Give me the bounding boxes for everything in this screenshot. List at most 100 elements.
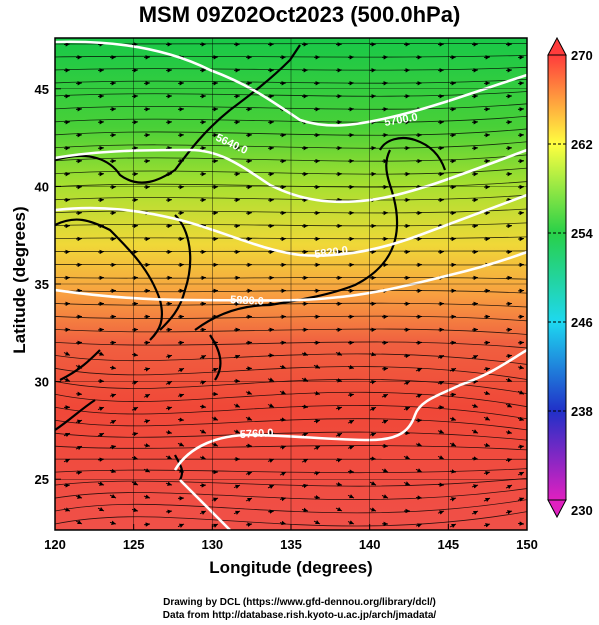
- stream-arrow: [97, 249, 105, 255]
- stream-arrow: [97, 145, 105, 151]
- stream-arrow: [97, 68, 105, 73]
- stream-arrow: [199, 249, 207, 255]
- stream-arrow: [199, 455, 207, 460]
- stream-arrow: [165, 354, 173, 359]
- stream-arrow: [75, 419, 83, 424]
- y-tick-label: 35: [35, 277, 49, 292]
- stream-arrow: [131, 42, 139, 47]
- stream-arrow: [131, 507, 139, 513]
- stream-arrow: [109, 262, 117, 268]
- stream-arrow: [143, 158, 151, 164]
- stream-arrow: [245, 416, 253, 421]
- colorbar-tick-label: 230: [571, 503, 593, 518]
- stream-arrow: [483, 210, 491, 216]
- stream-arrow: [279, 158, 287, 164]
- stream-arrow: [505, 510, 513, 515]
- stream-arrow: [165, 301, 173, 307]
- stream-arrow: [347, 364, 355, 370]
- stream-arrow: [335, 145, 343, 151]
- streamline: [55, 366, 527, 380]
- colorbar-tick-label: 262: [571, 137, 593, 152]
- stream-arrow: [177, 442, 185, 447]
- stream-arrow: [109, 468, 117, 474]
- stream-arrow: [313, 236, 321, 242]
- stream-arrow: [517, 288, 525, 294]
- stream-arrow: [177, 81, 185, 86]
- stream-arrow: [517, 81, 525, 86]
- stream-arrow: [267, 42, 275, 47]
- stream-arrow: [347, 184, 355, 190]
- stream-arrow: [199, 145, 207, 151]
- x-tick-label: 125: [123, 537, 145, 552]
- colorbar-bottom-arrow: [547, 499, 567, 519]
- stream-arrow: [279, 390, 287, 395]
- stream-arrow: [75, 132, 83, 138]
- stream-arrow: [63, 197, 71, 203]
- stream-arrow: [211, 416, 219, 421]
- stream-arrow: [63, 119, 71, 125]
- stream-arrow: [313, 520, 321, 525]
- stream-arrow: [279, 55, 287, 60]
- stream-arrow: [301, 327, 309, 333]
- stream-arrow: [131, 327, 139, 333]
- contour-lines: [55, 40, 527, 530]
- stream-arrow: [267, 145, 275, 151]
- stream-arrow: [381, 314, 389, 320]
- stream-arrow: [335, 351, 343, 356]
- stream-arrow: [165, 197, 173, 203]
- stream-arrow: [505, 353, 513, 359]
- stream-arrow: [483, 81, 491, 86]
- streamline: [55, 391, 527, 408]
- stream-arrow: [403, 301, 411, 307]
- streamline: [55, 445, 527, 451]
- stream-arrow: [449, 184, 457, 190]
- stream-arrow: [233, 327, 241, 333]
- stream-arrow: [483, 132, 491, 138]
- stream-arrow: [301, 171, 309, 177]
- stream-arrow: [109, 236, 117, 242]
- stream-arrow: [279, 445, 287, 450]
- stream-arrow: [199, 275, 207, 281]
- stream-arrow: [165, 119, 173, 125]
- stream-arrow: [267, 223, 275, 229]
- stream-arrow: [403, 94, 411, 99]
- stream-arrow: [483, 442, 491, 448]
- stream-arrow: [369, 223, 377, 229]
- stream-arrow: [449, 81, 457, 86]
- stream-arrow: [369, 327, 377, 333]
- stream-arrow: [211, 184, 219, 190]
- stream-arrow: [517, 184, 525, 190]
- y-tick-label: 30: [35, 375, 49, 390]
- stream-arrow: [143, 81, 151, 86]
- stream-arrow: [63, 507, 71, 512]
- stream-arrow: [267, 197, 275, 203]
- stream-arrow: [233, 429, 241, 434]
- stream-arrow: [109, 444, 117, 450]
- stream-arrow: [471, 68, 479, 73]
- stream-arrow: [109, 184, 117, 190]
- stream-arrow: [415, 236, 423, 242]
- stream-arrow: [233, 484, 241, 489]
- stream-arrow: [131, 301, 139, 307]
- stream-arrow: [75, 236, 83, 242]
- colorbar-tick-label: 254: [571, 226, 593, 241]
- stream-arrow: [199, 171, 207, 177]
- stream-arrow: [415, 393, 423, 399]
- stream-arrow: [403, 275, 411, 281]
- stream-arrow: [279, 520, 287, 526]
- stream-arrow: [471, 223, 479, 229]
- stream-arrow: [199, 354, 207, 360]
- stream-arrow: [233, 171, 241, 177]
- stream-arrow: [449, 367, 457, 373]
- stream-arrow: [109, 494, 117, 499]
- stream-arrow: [75, 494, 83, 499]
- stream-arrow: [517, 340, 525, 345]
- stream-arrow: [75, 158, 83, 164]
- stream-arrow: [143, 288, 151, 294]
- stream-arrow: [75, 288, 83, 294]
- stream-arrow: [517, 210, 525, 216]
- stream-arrow: [335, 171, 343, 177]
- stream-arrow: [267, 377, 275, 382]
- stream-arrow: [199, 404, 207, 409]
- stream-arrow: [471, 42, 479, 47]
